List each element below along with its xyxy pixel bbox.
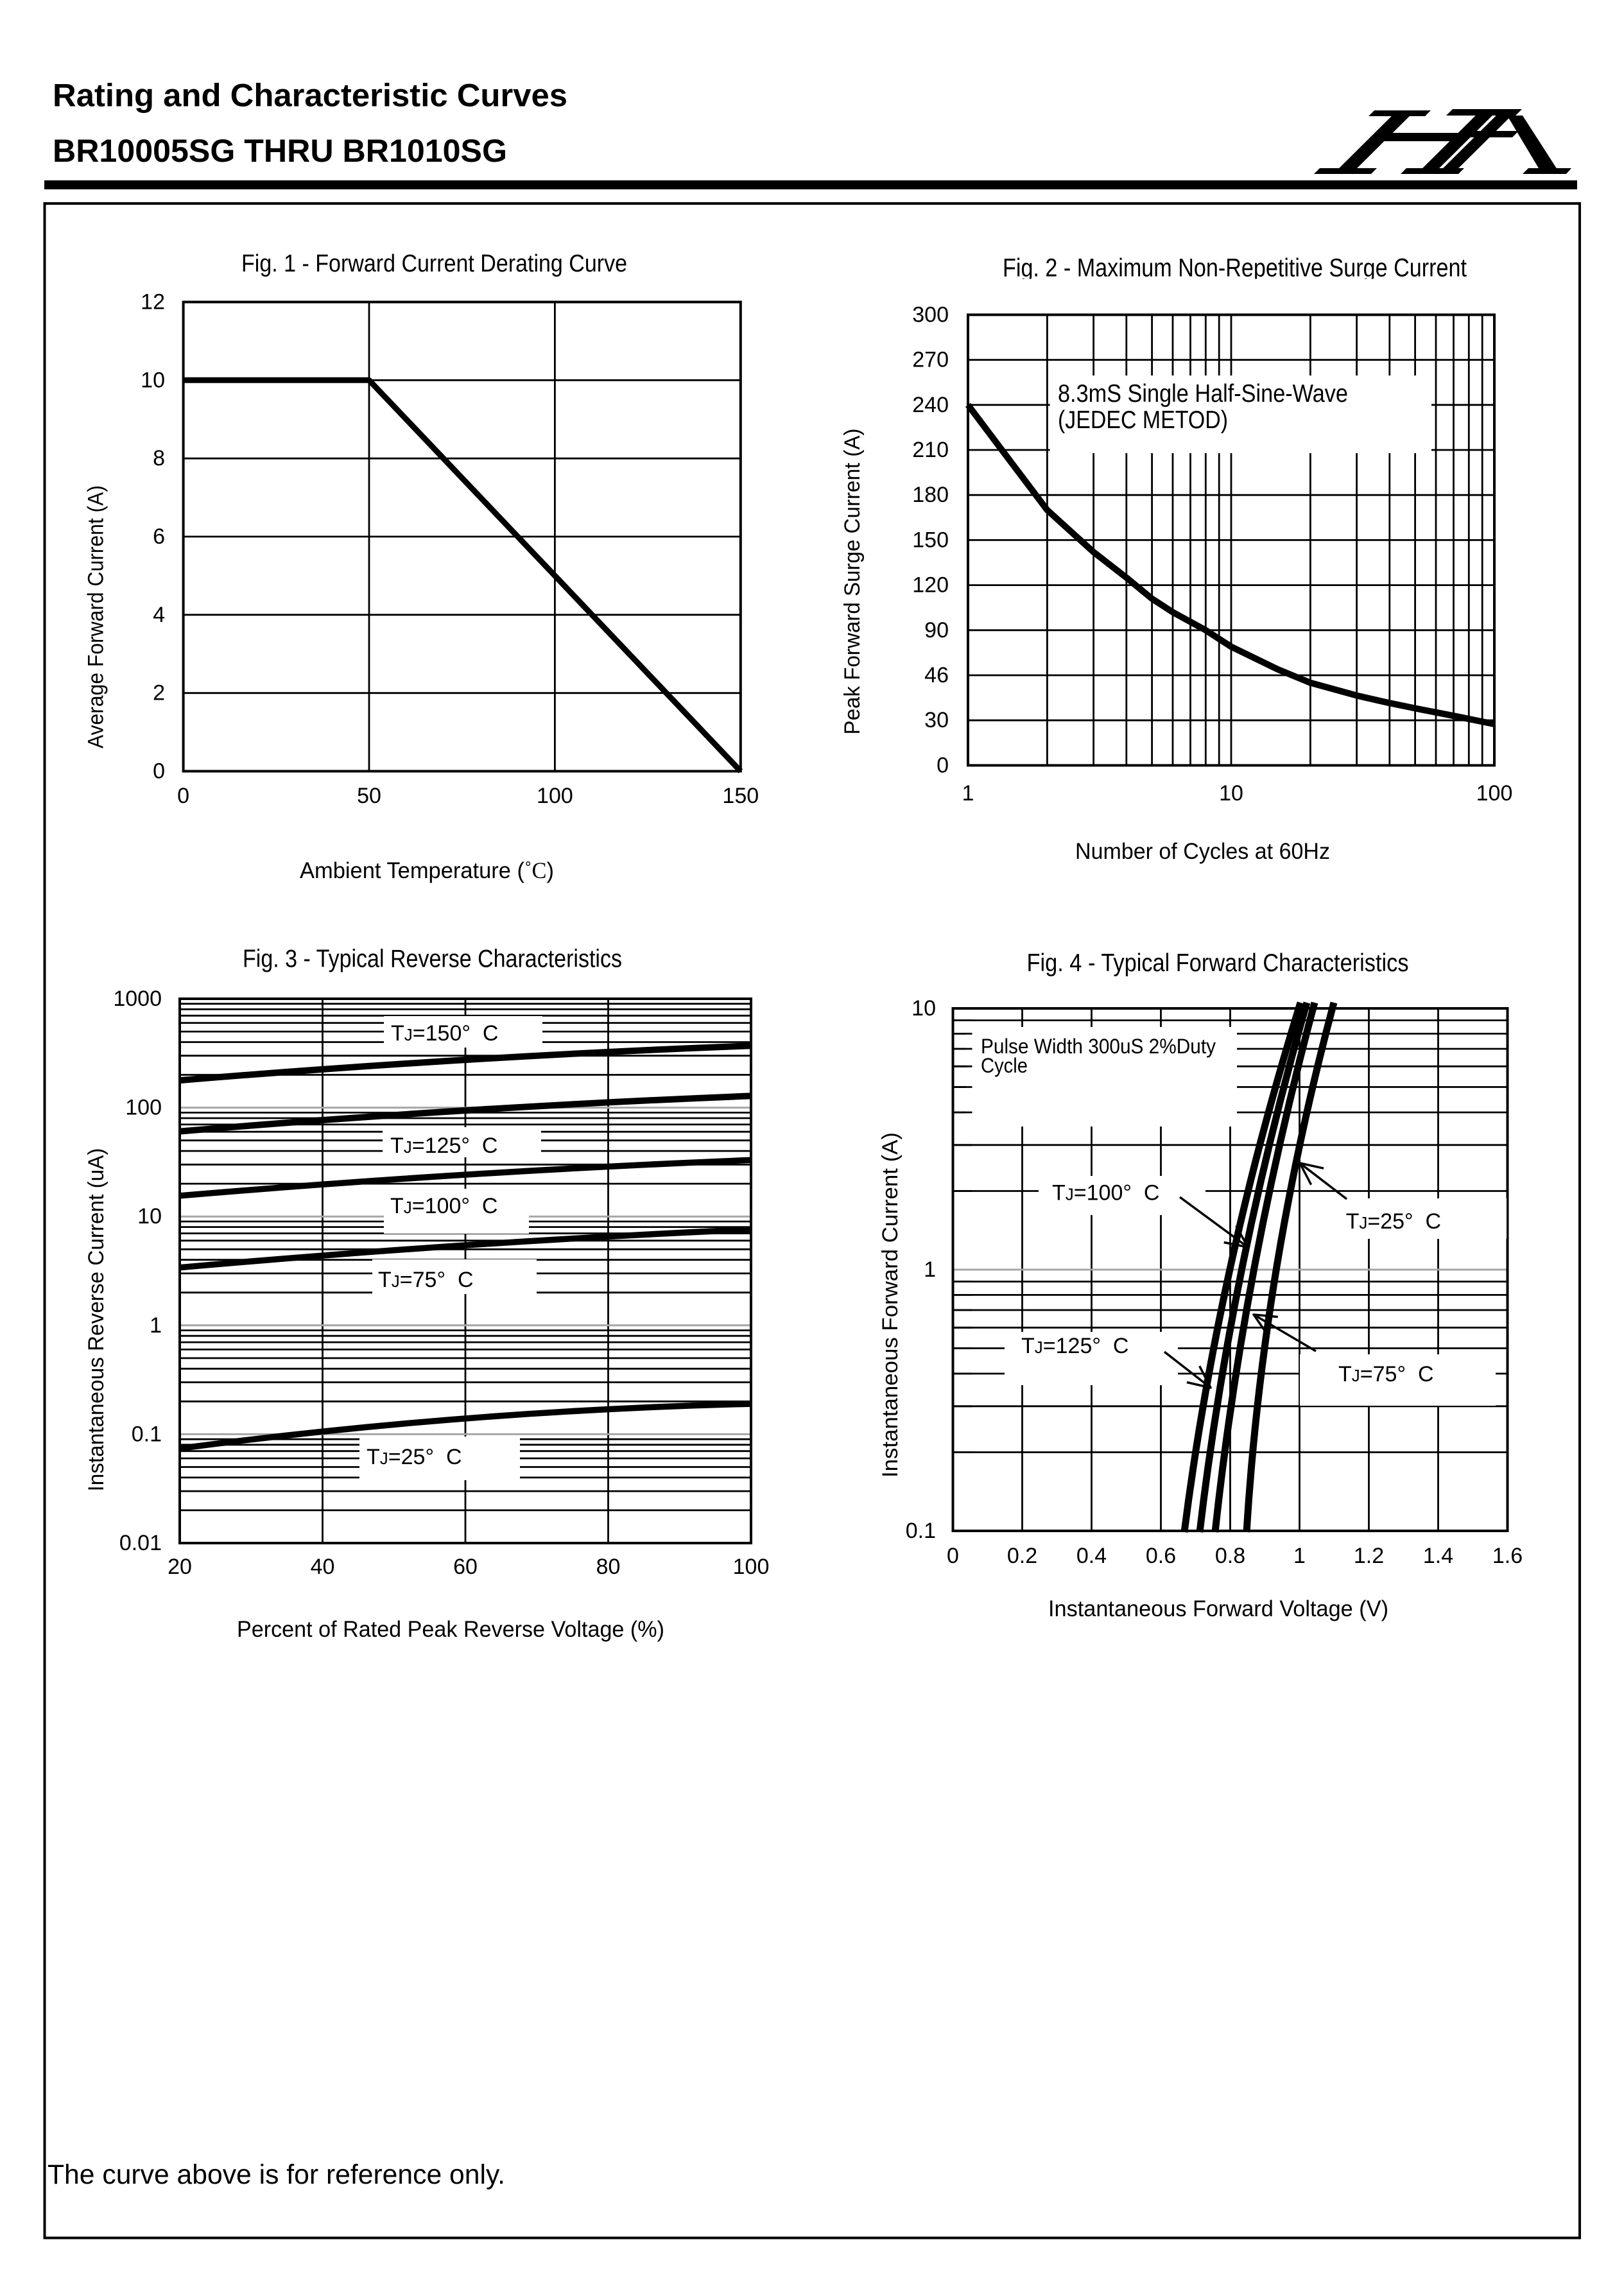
- svg-text:TJ=25° C: TJ=25° C: [367, 1445, 462, 1469]
- svg-text:90: 90: [924, 618, 949, 643]
- svg-text:30: 30: [924, 708, 949, 732]
- svg-text:TJ=100° C: TJ=100° C: [1052, 1181, 1159, 1205]
- svg-text:0: 0: [947, 1544, 959, 1568]
- svg-text:1000: 1000: [113, 987, 162, 1011]
- svg-text:TJ=25° C: TJ=25° C: [1346, 1209, 1442, 1234]
- svg-text:0.1: 0.1: [906, 1519, 936, 1543]
- svg-text:Instantaneous Forward Voltage: Instantaneous Forward Voltage (V): [1048, 1596, 1388, 1621]
- svg-text:100: 100: [1476, 781, 1513, 806]
- svg-text:1.6: 1.6: [1492, 1544, 1523, 1568]
- svg-text:50: 50: [357, 784, 381, 808]
- svg-text:Peak Forward Surge Current (A): Peak Forward Surge Current (A): [840, 429, 865, 735]
- svg-text:Ambient Temperature (˚C): Ambient Temperature (˚C): [300, 858, 554, 883]
- svg-text:10: 10: [911, 996, 936, 1021]
- svg-text:(JEDEC METOD): (JEDEC METOD): [1058, 406, 1228, 434]
- svg-text:0: 0: [937, 753, 949, 777]
- svg-text:1.2: 1.2: [1354, 1544, 1384, 1568]
- svg-text:0: 0: [153, 759, 165, 784]
- svg-text:1: 1: [962, 781, 974, 806]
- svg-text:10: 10: [137, 1204, 162, 1229]
- svg-text:TJ=100° C: TJ=100° C: [390, 1194, 497, 1218]
- svg-text:0.2: 0.2: [1007, 1544, 1037, 1568]
- svg-text:20: 20: [168, 1555, 192, 1579]
- svg-text:0.1: 0.1: [132, 1422, 162, 1446]
- svg-text:100: 100: [125, 1096, 162, 1120]
- svg-text:Instantaneous Forward Current: Instantaneous Forward Current (A): [878, 1132, 903, 1478]
- svg-text:Average Forward Current (A): Average Forward Current (A): [84, 485, 108, 748]
- svg-text:0.4: 0.4: [1076, 1544, 1107, 1568]
- svg-text:46: 46: [924, 663, 949, 687]
- svg-text:6: 6: [153, 524, 165, 549]
- svg-text:TJ=75° C: TJ=75° C: [1338, 1362, 1434, 1386]
- svg-text:240: 240: [912, 393, 949, 417]
- svg-text:Percent of Rated Peak Reverse: Percent of Rated Peak Reverse Voltage (%…: [237, 1616, 664, 1642]
- svg-text:Number of Cycles at 60Hz: Number of Cycles at 60Hz: [1075, 838, 1330, 864]
- svg-text:120: 120: [912, 573, 949, 598]
- svg-text:40: 40: [311, 1555, 335, 1579]
- svg-text:8: 8: [153, 446, 165, 470]
- svg-text:Fig. 3 - Typical Reverse Chara: Fig. 3 - Typical Reverse Characteristics: [243, 945, 622, 973]
- svg-text:Fig. 4 - Typical Forward Chara: Fig. 4 - Typical Forward Characteristics: [1027, 949, 1409, 977]
- svg-text:12: 12: [141, 290, 165, 315]
- svg-text:TJ=125° C: TJ=125° C: [390, 1134, 497, 1158]
- svg-text:8.3mS Single Half-Sine-Wave: 8.3mS Single Half-Sine-Wave: [1058, 380, 1348, 408]
- svg-text:Pulse Width 300uS 2%Duty: Pulse Width 300uS 2%Duty: [981, 1035, 1216, 1058]
- svg-text:100: 100: [537, 784, 573, 808]
- svg-text:TJ=150° C: TJ=150° C: [391, 1021, 498, 1046]
- svg-text:0.8: 0.8: [1215, 1544, 1245, 1568]
- svg-text:Rating and Characteristic Curv: Rating and Characteristic Curves: [53, 78, 567, 114]
- svg-text:Fig. 2 - Maximum Non-Repetitiv: Fig. 2 - Maximum Non-Repetitive Surge Cu…: [1003, 254, 1467, 282]
- svg-text:4: 4: [153, 603, 165, 627]
- svg-text:TJ=125° C: TJ=125° C: [1021, 1334, 1128, 1358]
- svg-text:210: 210: [912, 438, 949, 462]
- svg-text:60: 60: [453, 1555, 478, 1579]
- svg-text:Instantaneous Reverse Current: Instantaneous Reverse Current (uA): [84, 1148, 108, 1492]
- svg-text:150: 150: [912, 528, 949, 552]
- svg-text:1: 1: [1293, 1544, 1306, 1568]
- svg-text:Fig. 1 - Forward Current Derat: Fig. 1 - Forward Current Derating Curve: [241, 250, 627, 277]
- svg-text:1.4: 1.4: [1423, 1544, 1453, 1568]
- svg-text:1: 1: [924, 1257, 936, 1282]
- svg-text:TJ=75° C: TJ=75° C: [378, 1268, 474, 1292]
- svg-text:1: 1: [150, 1313, 162, 1338]
- svg-text:180: 180: [912, 483, 949, 507]
- svg-text:Cycle: Cycle: [981, 1054, 1028, 1077]
- svg-text:300: 300: [912, 302, 949, 327]
- svg-text:10: 10: [1219, 781, 1243, 806]
- svg-text:The curve above is for referen: The curve above is for reference only.: [48, 2160, 505, 2190]
- svg-text:BR10005SG THRU BR1010SG: BR10005SG THRU BR1010SG: [53, 133, 507, 169]
- svg-text:0.6: 0.6: [1146, 1544, 1176, 1568]
- svg-text:270: 270: [912, 348, 949, 372]
- svg-text:10: 10: [141, 368, 165, 392]
- svg-text:0.01: 0.01: [119, 1531, 162, 1555]
- svg-text:2: 2: [153, 681, 165, 705]
- svg-text:80: 80: [596, 1555, 621, 1579]
- svg-text:100: 100: [733, 1555, 770, 1579]
- svg-text:150: 150: [722, 784, 759, 808]
- svg-text:0: 0: [177, 784, 189, 808]
